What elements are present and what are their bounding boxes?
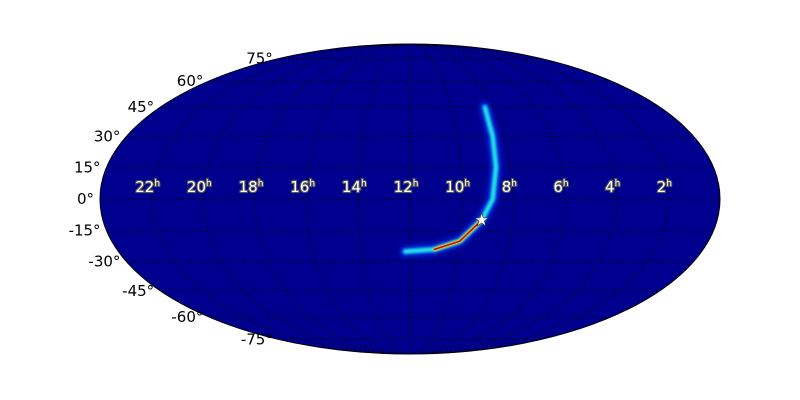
ra-tick-label: 2h — [657, 178, 672, 196]
meridian-line — [409, 44, 566, 354]
meridian-line — [254, 44, 411, 354]
ra-tick-label: 22h — [135, 178, 160, 196]
meridian-line — [202, 44, 411, 354]
dec-tick-label: -75° — [241, 330, 273, 348]
meridian-line — [409, 44, 463, 354]
dec-tick-label: -30° — [88, 253, 120, 271]
ra-tick-label: 12h — [394, 178, 419, 196]
dec-tick-label: 30° — [94, 127, 121, 145]
sky-background — [100, 44, 720, 354]
dec-tick-label: 15° — [74, 158, 101, 176]
ra-tick-label: 14h — [342, 178, 367, 196]
ra-tick-label: 6h — [553, 178, 568, 196]
ra-tick-label: 20h — [187, 178, 212, 196]
ra-tick-label: 8h — [502, 178, 517, 196]
dec-tick-label: 75° — [246, 50, 273, 68]
meridian-line — [409, 44, 618, 354]
probability-arc — [400, 102, 501, 256]
meridian-line — [409, 44, 669, 354]
dec-tick-label: 60° — [177, 72, 204, 90]
ra-tick-label: 4h — [605, 178, 620, 196]
star-marker-icon — [474, 212, 490, 227]
ra-tick-label: 16h — [290, 178, 315, 196]
ra-tick-label: 10h — [445, 178, 470, 196]
sky-border — [99, 43, 721, 355]
ra-tick-label: 18h — [239, 178, 264, 196]
probability-core-red — [433, 219, 483, 251]
dec-tick-label: 45° — [128, 98, 155, 116]
dec-tick-label: 0° — [77, 190, 94, 208]
dec-tick-label: -45° — [122, 282, 154, 300]
meridian-line — [151, 44, 411, 354]
meridian-line — [357, 44, 411, 354]
dec-tick-label: -15° — [69, 222, 101, 240]
dec-tick-label: -60° — [171, 308, 203, 326]
